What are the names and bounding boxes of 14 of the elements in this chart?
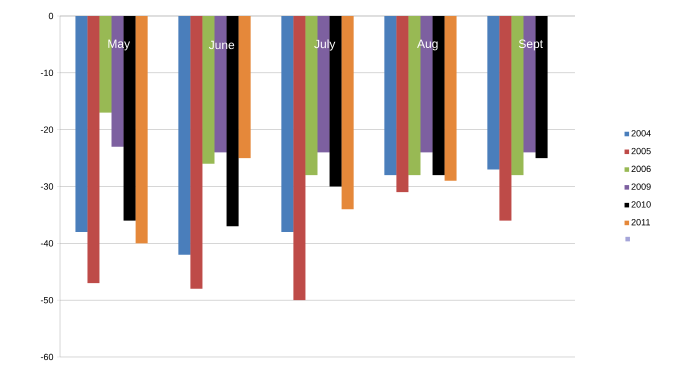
legend-label: 2011	[632, 219, 650, 226]
y-tick-label: -30	[40, 183, 54, 190]
legend-label: 2005	[632, 148, 651, 154]
legend-label: 2010	[632, 201, 651, 208]
x-tick-label: Sept	[518, 40, 543, 50]
y-tick-label: -60	[40, 354, 54, 360]
y-tick-label: -50	[40, 296, 54, 304]
legend-label: 2009	[632, 183, 651, 190]
legend-label: 2004	[632, 130, 651, 136]
y-tick-label: 0	[48, 12, 54, 20]
y-tick-label: -20	[40, 126, 54, 133]
y-tick-label: -40	[40, 240, 54, 247]
legend-label: 2006	[632, 166, 651, 172]
y-tick-label: -10	[40, 70, 54, 76]
